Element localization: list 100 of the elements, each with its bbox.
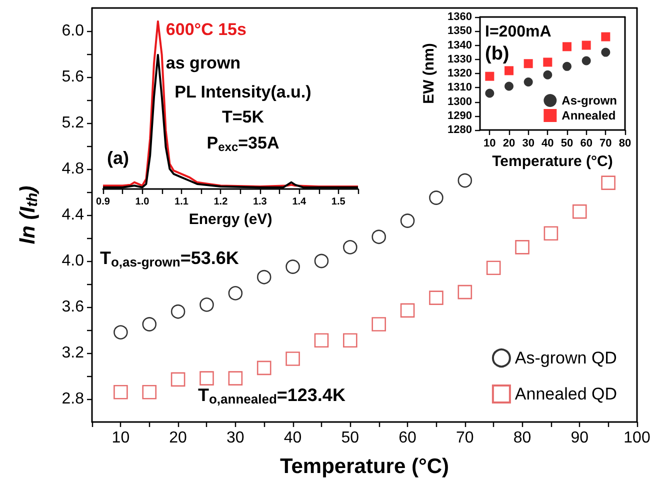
y-tick-label: 3.2: [62, 344, 84, 362]
x-tick-label: 10: [112, 430, 130, 446]
x-tick-label: 80: [513, 430, 532, 446]
point: [343, 333, 358, 348]
x-tick-label: 60: [580, 138, 592, 150]
point: [485, 72, 494, 81]
point: [200, 298, 214, 312]
x-tick-label: 1.1: [174, 196, 189, 208]
y-tick-label: 1340: [448, 39, 472, 52]
point: [429, 190, 444, 205]
annotation: PL Intensity(a.u.): [174, 82, 312, 102]
x-tick-label: 40: [542, 138, 554, 150]
point: [543, 58, 552, 67]
x-tick-label: 70: [456, 430, 474, 446]
point: [601, 48, 610, 57]
point: [114, 325, 128, 340]
legend-label: As-grown: [562, 94, 618, 108]
point: [504, 66, 514, 76]
point: [170, 304, 186, 319]
y-tick-label: 1290: [448, 110, 472, 122]
x-tick-label: 1.0: [135, 196, 150, 208]
x-axis-title: Temperature (°C): [280, 455, 450, 478]
series-label: as grown: [166, 53, 241, 72]
x-tick-label: 50: [341, 430, 360, 446]
x-tick-label: 40: [284, 430, 302, 446]
point: [562, 42, 572, 52]
x-tick-label: 100: [624, 430, 650, 446]
point: [458, 173, 472, 188]
point: [582, 56, 591, 66]
point: [228, 371, 243, 386]
legend-label: Annealed QD: [514, 384, 618, 404]
y-tick-label: 6.0: [62, 22, 84, 40]
point: [400, 214, 415, 228]
x-tick-label: 1.4: [292, 196, 307, 208]
y-tick-label: 1300: [448, 96, 472, 108]
point: [200, 371, 214, 386]
y-tick-label: 1330: [448, 53, 472, 66]
annotation: (b): [485, 44, 510, 64]
annotation: (a): [107, 148, 130, 168]
point: [314, 254, 329, 268]
y-tick-label: 3.6: [62, 298, 84, 316]
x-axis-title: Temperature (°C): [492, 152, 613, 170]
point: [544, 226, 558, 241]
y-tick-label: 1310: [448, 82, 472, 94]
point: [228, 286, 243, 300]
point: [286, 352, 300, 366]
x-tick-label: 70: [600, 138, 612, 150]
point: [286, 260, 300, 274]
point: [343, 240, 358, 254]
point: [485, 88, 494, 98]
point: [142, 384, 157, 400]
x-tick-label: 90: [570, 430, 589, 446]
y-tick-label: 1320: [448, 68, 472, 80]
point: [372, 230, 386, 244]
point: [114, 384, 128, 400]
legend-label: As-grown QD: [514, 348, 617, 368]
point: [486, 260, 501, 276]
y-tick-label: 4.0: [62, 252, 84, 270]
point: [601, 176, 616, 190]
x-tick-label: 30: [226, 430, 244, 446]
y-tick-label: 1360: [448, 11, 472, 23]
x-tick-label: 1.2: [214, 196, 228, 208]
y-tick-label: 1280: [448, 124, 472, 136]
point: [400, 303, 415, 318]
y-axis-title: EW (nm): [420, 43, 438, 104]
point: [372, 317, 386, 332]
point: [256, 360, 272, 376]
y-tick-label: 4.8: [62, 160, 84, 178]
x-tick-label: 20: [502, 138, 516, 150]
annotation: I=200mA: [485, 24, 552, 40]
y-axis-title: ln (Ith): [16, 186, 41, 244]
y-tick-label: 1350: [448, 25, 472, 38]
x-tick-label: 10: [484, 138, 496, 150]
point: [256, 270, 272, 284]
point: [314, 333, 329, 348]
x-tick-label: 80: [618, 138, 632, 150]
point: [458, 284, 472, 300]
x-tick-label: 1.3: [252, 196, 268, 208]
y-tick-label: 5.2: [62, 114, 84, 132]
point: [504, 82, 514, 91]
x-tick-label: 50: [560, 138, 574, 150]
legend-label: Annealed: [562, 108, 616, 122]
x-axis-title: Energy (eV): [188, 210, 272, 228]
point: [543, 70, 552, 80]
point: [429, 290, 444, 305]
y-tick-label: 2.8: [62, 390, 84, 408]
point: [170, 372, 186, 387]
x-tick-label: 1.5: [331, 196, 346, 208]
point: [562, 62, 572, 71]
point: [142, 317, 157, 332]
point: [515, 240, 530, 254]
point: [572, 204, 587, 219]
series-label: 600°C 15s: [166, 20, 246, 39]
point: [601, 32, 610, 42]
y-tick-label: 4.4: [62, 206, 84, 224]
point: [524, 59, 533, 68]
y-tick-label: 5.6: [62, 68, 84, 86]
point: [582, 40, 591, 50]
x-tick-label: 60: [398, 430, 417, 446]
point: [524, 77, 533, 86]
